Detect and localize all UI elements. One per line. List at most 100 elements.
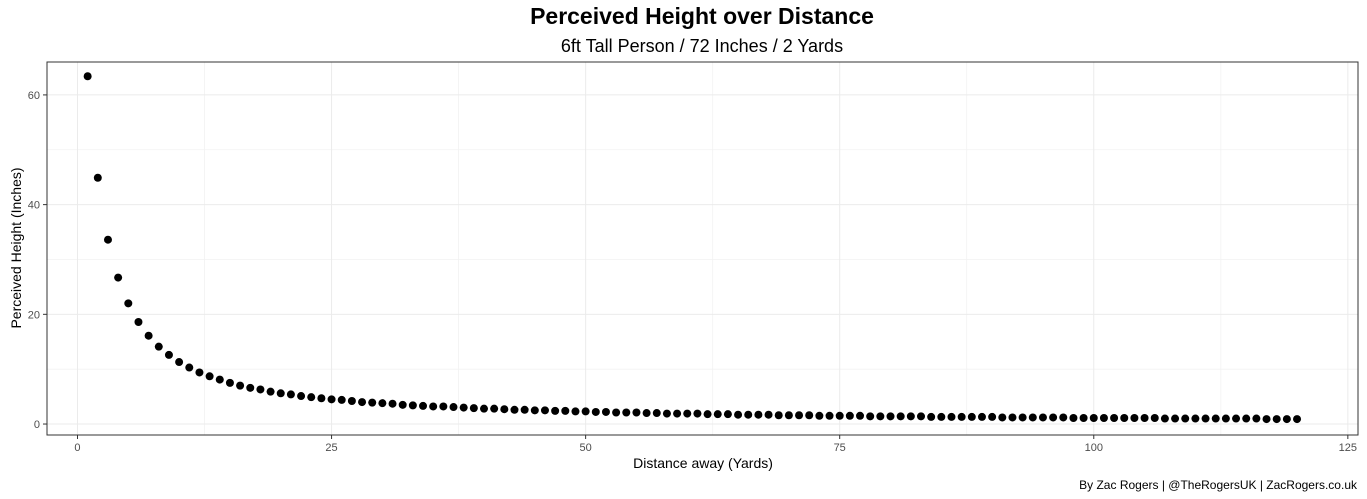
- data-point: [967, 412, 976, 421]
- chart-title: Perceived Height over Distance: [530, 3, 874, 29]
- data-point: [1079, 413, 1088, 422]
- y-tick-label: 40: [28, 200, 40, 212]
- data-point: [114, 273, 123, 282]
- data-point: [1211, 414, 1220, 423]
- data-point: [1038, 413, 1047, 422]
- data-point: [683, 409, 692, 418]
- data-point: [297, 392, 306, 401]
- data-point: [1008, 413, 1017, 422]
- data-point: [713, 410, 722, 419]
- data-point: [1171, 414, 1180, 423]
- data-point: [256, 385, 265, 394]
- data-point: [622, 408, 631, 417]
- data-point: [1028, 413, 1037, 422]
- data-point: [510, 405, 519, 414]
- data-point: [83, 72, 92, 81]
- data-point: [1089, 413, 1098, 422]
- data-point: [266, 387, 275, 396]
- data-point: [1018, 413, 1027, 422]
- data-point: [1262, 415, 1271, 424]
- data-point: [154, 342, 163, 351]
- data-point: [673, 409, 682, 418]
- data-point: [1272, 415, 1281, 424]
- data-point: [764, 410, 773, 419]
- data-point: [795, 411, 804, 420]
- chart-caption: By Zac Rogers | @TheRogersUK | ZacRogers…: [1079, 478, 1357, 492]
- data-point: [195, 368, 204, 377]
- data-point: [988, 412, 997, 421]
- data-point: [774, 411, 783, 420]
- data-point: [998, 413, 1007, 422]
- data-point: [459, 403, 468, 412]
- data-point: [1181, 414, 1190, 423]
- data-point: [571, 407, 580, 416]
- data-point: [957, 412, 966, 421]
- data-point: [1150, 413, 1159, 422]
- data-point: [1160, 414, 1169, 423]
- data-point: [825, 411, 834, 420]
- data-point: [490, 404, 499, 413]
- data-point: [236, 381, 245, 390]
- data-point: [662, 409, 671, 418]
- data-point: [429, 402, 438, 411]
- data-point: [1201, 414, 1210, 423]
- data-point: [124, 299, 133, 308]
- data-point: [540, 406, 549, 415]
- data-point: [337, 395, 346, 404]
- data-point: [185, 363, 194, 372]
- x-axis-label: Distance away (Yards): [633, 455, 773, 471]
- data-point: [500, 405, 509, 414]
- data-point: [734, 410, 743, 419]
- data-point: [744, 410, 753, 419]
- data-point: [917, 412, 925, 421]
- data-point: [835, 411, 844, 420]
- data-point: [642, 409, 651, 418]
- data-point: [480, 404, 488, 413]
- data-point: [601, 407, 610, 416]
- data-point: [723, 410, 732, 419]
- data-point: [632, 408, 641, 417]
- data-point: [398, 400, 407, 409]
- data-point: [358, 398, 367, 407]
- data-point: [784, 411, 793, 420]
- data-point: [754, 410, 763, 419]
- data-point: [1221, 414, 1230, 423]
- data-point: [368, 398, 377, 407]
- data-point: [419, 401, 428, 410]
- data-point: [927, 412, 936, 421]
- data-point: [1059, 413, 1068, 422]
- data-point: [1069, 413, 1078, 422]
- data-point: [388, 399, 397, 408]
- data-point: [581, 407, 590, 416]
- y-tick-label: 20: [28, 309, 40, 321]
- x-tick-label: 125: [1339, 442, 1357, 454]
- data-point: [1110, 413, 1119, 422]
- data-point: [144, 331, 153, 340]
- data-point: [469, 404, 478, 413]
- data-point: [876, 412, 885, 421]
- x-tick-label: 100: [1085, 442, 1103, 454]
- data-point: [205, 372, 214, 381]
- data-point: [551, 406, 560, 415]
- data-point: [937, 412, 946, 421]
- data-point: [276, 389, 285, 398]
- data-point: [1140, 413, 1149, 422]
- data-point: [1242, 414, 1251, 423]
- data-point: [703, 410, 712, 419]
- data-point: [215, 375, 224, 384]
- data-point: [327, 395, 336, 404]
- data-point: [886, 412, 895, 421]
- data-point: [693, 409, 702, 418]
- data-point: [591, 407, 600, 416]
- data-point: [977, 412, 986, 421]
- data-point: [1191, 414, 1200, 423]
- x-tick-label: 50: [580, 442, 592, 454]
- data-point: [896, 412, 905, 421]
- data-point: [530, 406, 539, 415]
- data-point: [175, 358, 184, 367]
- data-point: [856, 411, 865, 420]
- x-tick-label: 75: [834, 442, 846, 454]
- data-point: [317, 394, 326, 403]
- y-tick-label: 60: [28, 90, 40, 102]
